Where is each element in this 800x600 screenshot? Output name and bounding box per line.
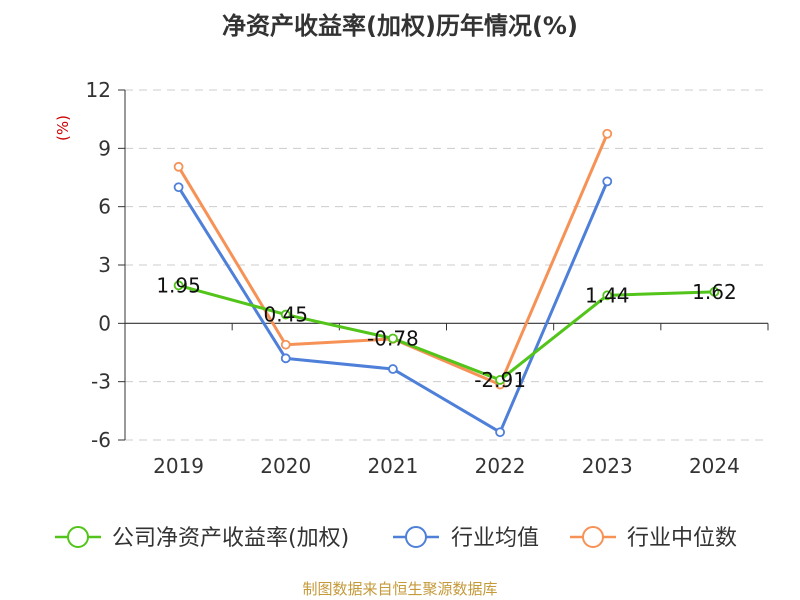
- x-tick-label: 2020: [260, 454, 311, 478]
- source-note: 制图数据来自恒生聚源数据库: [302, 580, 498, 598]
- y-tick-labels: 12 9 6 3 0 -3 -6: [86, 78, 111, 452]
- data-point: [602, 290, 613, 301]
- data-point: [280, 353, 291, 364]
- x-tick-label: 2023: [582, 454, 633, 478]
- series-line-1: [177, 180, 609, 434]
- series-lines: [177, 133, 715, 434]
- y-tick-label: 12: [86, 78, 111, 102]
- legend: 公司净资产收益率(加权) 行业均值 行业中位数: [55, 526, 737, 551]
- y-axis-unit-label: (%): [54, 115, 72, 141]
- y-tick-label: 0: [98, 311, 111, 335]
- data-point: [495, 427, 505, 438]
- x-tick-label: 2021: [367, 454, 418, 478]
- x-tick-labels: 2019 2020 2021 2022 2023 2024: [153, 454, 740, 478]
- legend-label: 行业均值: [451, 526, 539, 551]
- axes: [118, 89, 769, 441]
- y-tick-label: -3: [91, 370, 111, 394]
- data-point: [280, 339, 291, 350]
- y-tick-label: 9: [98, 136, 111, 160]
- data-label: 0.45: [263, 303, 308, 327]
- series-points: [173, 128, 720, 438]
- x-tick-label: 2024: [689, 454, 740, 478]
- y-tick-label: 3: [98, 253, 111, 277]
- legend-marker: [67, 526, 89, 548]
- data-point: [173, 182, 184, 193]
- data-point: [495, 375, 505, 385]
- series-line-0: [178, 283, 715, 382]
- y-tick-label: -6: [91, 428, 111, 452]
- data-point: [388, 333, 398, 344]
- data-label: 1.95: [156, 273, 201, 297]
- data-label: -0.78: [367, 327, 419, 351]
- data-point: [173, 280, 184, 291]
- y-tick-label: 6: [98, 195, 111, 219]
- legend-label: 行业中位数: [627, 526, 737, 551]
- legend-label: 公司净资产收益率(加权): [112, 526, 349, 551]
- x-tick-label: 2022: [475, 454, 526, 478]
- data-point: [602, 176, 613, 187]
- data-point: [280, 309, 291, 320]
- legend-marker: [582, 526, 604, 548]
- data-label: 1.62: [692, 280, 737, 304]
- data-point: [388, 364, 398, 374]
- data-point: [173, 161, 184, 172]
- data-label: -2.91: [474, 368, 526, 392]
- legend-marker: [405, 526, 427, 548]
- data-point: [709, 286, 720, 297]
- grid-lines: [125, 89, 768, 441]
- x-tick-label: 2019: [153, 454, 204, 478]
- data-labels: 1.95 0.45 -0.78 -2.91 1.44 1.62: [156, 273, 736, 392]
- chart-title: 净资产收益率(加权)历年情况(%): [222, 12, 578, 40]
- data-label: 1.44: [585, 283, 630, 307]
- data-point: [602, 128, 613, 139]
